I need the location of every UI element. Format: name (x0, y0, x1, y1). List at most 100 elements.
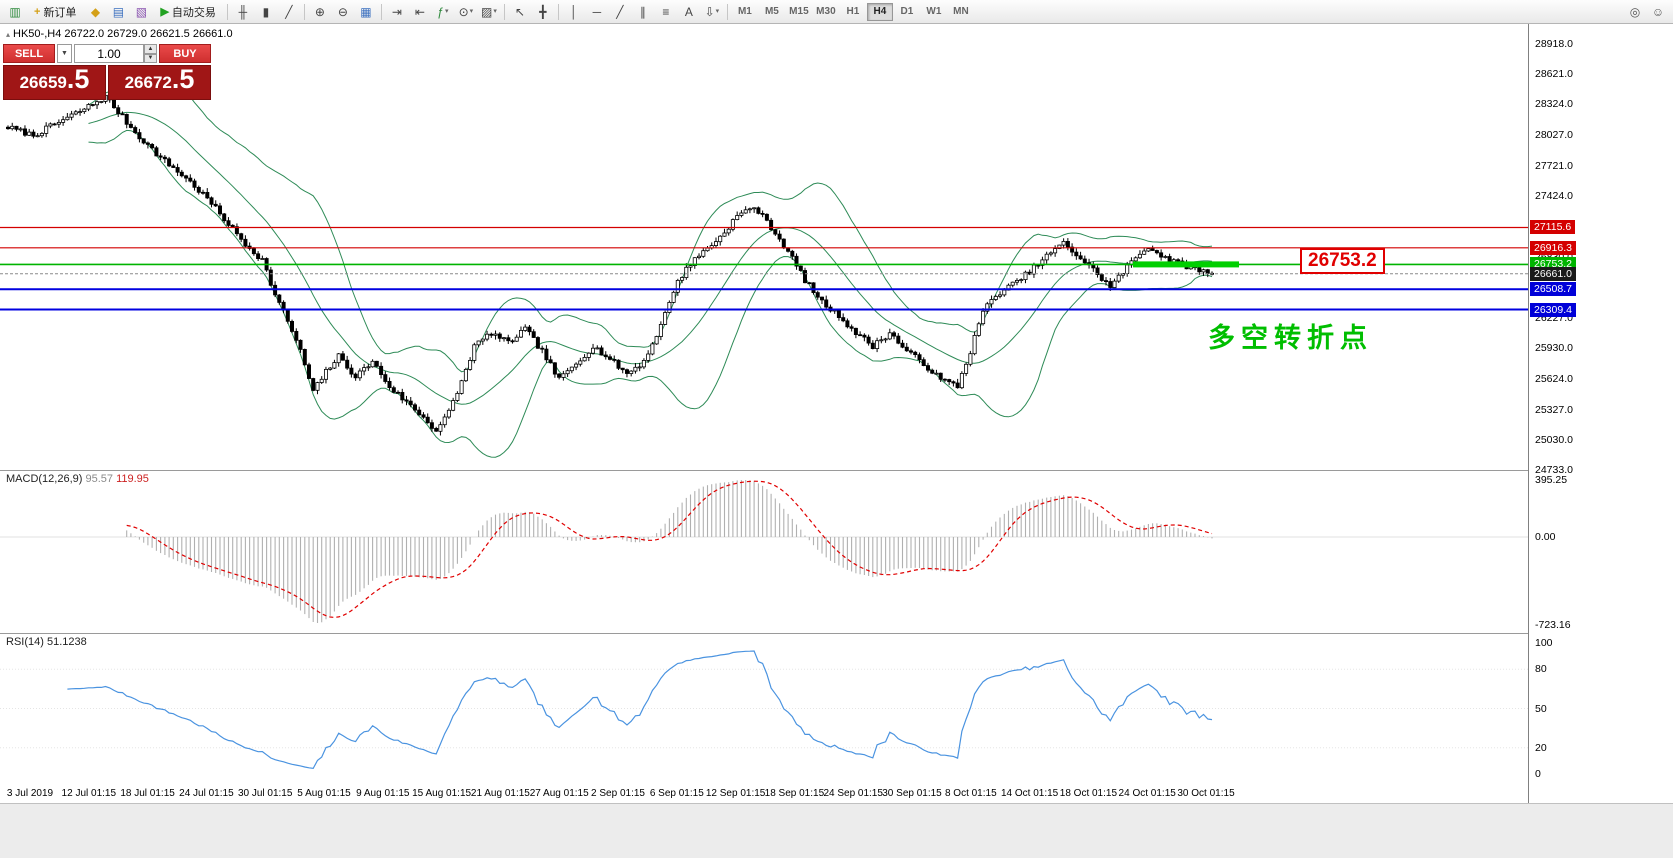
buy-button[interactable]: BUY (159, 44, 211, 63)
price-level-badge: 26508.7 (1530, 282, 1576, 297)
date-label: 18 Jul 01:15 (120, 788, 175, 799)
price-tick: 25624.0 (1535, 373, 1573, 386)
new-order-button-icon: + (34, 5, 41, 18)
arrows-icon[interactable]: ⇩ ▾ (701, 2, 723, 22)
macd-tick: 395.25 (1535, 474, 1568, 486)
date-label: 24 Jul 01:15 (179, 788, 234, 799)
horizontal-line-icon[interactable]: ─ (586, 2, 608, 22)
feedback-icon[interactable]: ☺ (1647, 2, 1669, 22)
volume-decrease-button[interactable]: ▼ (144, 53, 157, 63)
toolbar-separator (726, 3, 728, 20)
chart-canvas[interactable] (0, 24, 1528, 784)
indicators-icon[interactable]: ƒ ▾ (432, 2, 454, 22)
price-axis[interactable]: 28918.0 28621.0 28324.0 28027.0 27721.0 27424… (1528, 24, 1673, 803)
candlestick-chart-icon[interactable]: ▮ (255, 2, 277, 22)
price-tick: 24733.0 (1535, 463, 1573, 476)
bollinger-bands[interactable] (88, 81, 1213, 458)
channel-icon[interactable]: ∥ (632, 2, 654, 22)
price-level-badge: 26309.4 (1530, 302, 1576, 317)
price-level-label[interactable]: 26753.2 (1300, 248, 1385, 274)
date-label: 14 Oct 01:15 (1000, 788, 1059, 799)
auto-scroll-icon[interactable]: ⇥ (386, 2, 408, 22)
search-icon[interactable]: ◎ (1624, 2, 1646, 22)
toolbar: ▥ + 新订单 ◆ ▤ ▧ ▶ 自动交易 ╫ ▮ ╱ ⊕ ⊖ ▦ ⇥ ⇤ ƒ ▾ ⊙ ▾ ▨ ▾ ↖ ╋ │ ─ ╱ ∥ ≡ A ⇩ ▾ M1 M… (0, 0, 1673, 24)
tf-w1[interactable]: W1 (921, 3, 947, 21)
date-label: 21 Aug 01:15 (470, 788, 530, 799)
templates-icon[interactable]: ▨ ▾ (478, 2, 500, 22)
date-label: 30 Oct 01:15 (1177, 788, 1235, 799)
vertical-line-icon[interactable]: │ (563, 2, 585, 22)
sell-button[interactable]: SELL (3, 44, 55, 63)
zoom-out-icon[interactable]: ⊖ (332, 2, 354, 22)
highlighted-level-segment[interactable] (1133, 261, 1239, 268)
crosshair-icon[interactable]: ╋ (532, 2, 554, 22)
chart-window-icon[interactable]: ▥ (4, 2, 26, 22)
buy-price-button[interactable]: 26672.5 (108, 65, 211, 100)
rsi-tick: 20 (1535, 741, 1547, 754)
navigator-icon[interactable]: ▧ (130, 2, 152, 22)
date-label: 15 Aug 01:15 (412, 788, 472, 799)
price-tick: 28621.0 (1535, 68, 1573, 81)
date-label: 30 Sep 01:15 (882, 788, 942, 799)
chart-shift-icon[interactable]: ⇤ (409, 2, 431, 22)
rsi-tick: 80 (1535, 663, 1547, 676)
price-tick: 25327.0 (1535, 403, 1573, 416)
date-label: 2 Sep 01:15 (591, 788, 645, 799)
periods-icon[interactable]: ⊙ ▾ (455, 2, 477, 22)
rsi-indicator-label: RSI(14) 51.1238 (6, 636, 87, 648)
rsi-line[interactable] (67, 650, 1213, 770)
tf-h1[interactable]: H1 (840, 3, 866, 21)
date-label: 30 Jul 01:15 (237, 788, 293, 799)
price-level-badge: 27115.6 (1530, 220, 1576, 235)
rsi-tick: 100 (1535, 637, 1553, 649)
tf-m1[interactable]: M1 (732, 3, 758, 21)
rsi-tick: 50 (1535, 702, 1547, 715)
autotrading-button[interactable]: ▶ 自动交易 (153, 2, 222, 22)
tf-m15[interactable]: M15 (786, 3, 812, 21)
chart-area[interactable]: ▴ HK50-,H4 26722.0 26729.0 26621.5 26661.… (0, 24, 1673, 803)
autotrading-button-icon: ▶ (160, 6, 169, 18)
price-level-badge: 26661.0 (1530, 266, 1576, 281)
status-bar (0, 803, 1673, 858)
pane-separator[interactable] (0, 633, 1673, 634)
order-options-dropdown[interactable]: ▼ (57, 44, 72, 63)
pane-separator[interactable] (0, 470, 1673, 471)
toolbar-separator (503, 3, 505, 20)
volume-increase-button[interactable]: ▲ (144, 44, 157, 54)
text-label-icon[interactable]: A (678, 2, 700, 22)
new-order-button[interactable]: + 新订单 (27, 2, 83, 22)
tf-d1[interactable]: D1 (894, 3, 920, 21)
tile-windows-icon[interactable]: ▦ (355, 2, 377, 22)
macd-tick: 0.00 (1535, 531, 1556, 543)
macd-signal-line[interactable] (126, 480, 1213, 619)
price-tick: 25930.0 (1535, 342, 1573, 355)
tf-m30[interactable]: M30 (813, 3, 839, 21)
volume-input[interactable] (74, 44, 144, 63)
toolbar-separator (303, 3, 305, 20)
tf-m5[interactable]: M5 (759, 3, 785, 21)
macd-indicator-label: MACD(12,26,9) 95.57 119.95 (6, 473, 149, 485)
fibonacci-icon[interactable]: ≡ (655, 2, 677, 22)
date-label: 5 Aug 01:15 (297, 788, 351, 799)
date-label: 24 Oct 01:15 (1118, 788, 1176, 799)
price-tick: 28324.0 (1535, 98, 1573, 111)
chart-annotation-text[interactable]: 多空转折点 (1208, 323, 1373, 353)
market-watch-icon[interactable]: ◆ (84, 2, 106, 22)
tf-mn[interactable]: MN (948, 3, 974, 21)
price-tick: 28027.0 (1535, 128, 1573, 141)
macd-histogram[interactable] (126, 480, 1213, 623)
price-tick: 27721.0 (1535, 159, 1573, 172)
macd-tick: -723.16 (1535, 619, 1571, 631)
sell-price-button[interactable]: 26659.5 (3, 65, 106, 100)
bar-chart-icon[interactable]: ╫ (232, 2, 254, 22)
trendline-icon[interactable]: ╱ (609, 2, 631, 22)
line-chart-icon[interactable]: ╱ (278, 2, 300, 22)
time-axis[interactable]: 3 Jul 2019 12 Jul 01:15 18 Jul 01:15 24 Jul… (0, 784, 1528, 803)
date-label: 3 Jul 2019 (6, 788, 54, 799)
cursor-icon[interactable]: ↖ (509, 2, 531, 22)
zoom-in-icon[interactable]: ⊕ (309, 2, 331, 22)
data-window-icon[interactable]: ▤ (107, 2, 129, 22)
symbol-triangle-icon: ▴ (6, 30, 11, 39)
tf-h4[interactable]: H4 (866, 2, 893, 21)
